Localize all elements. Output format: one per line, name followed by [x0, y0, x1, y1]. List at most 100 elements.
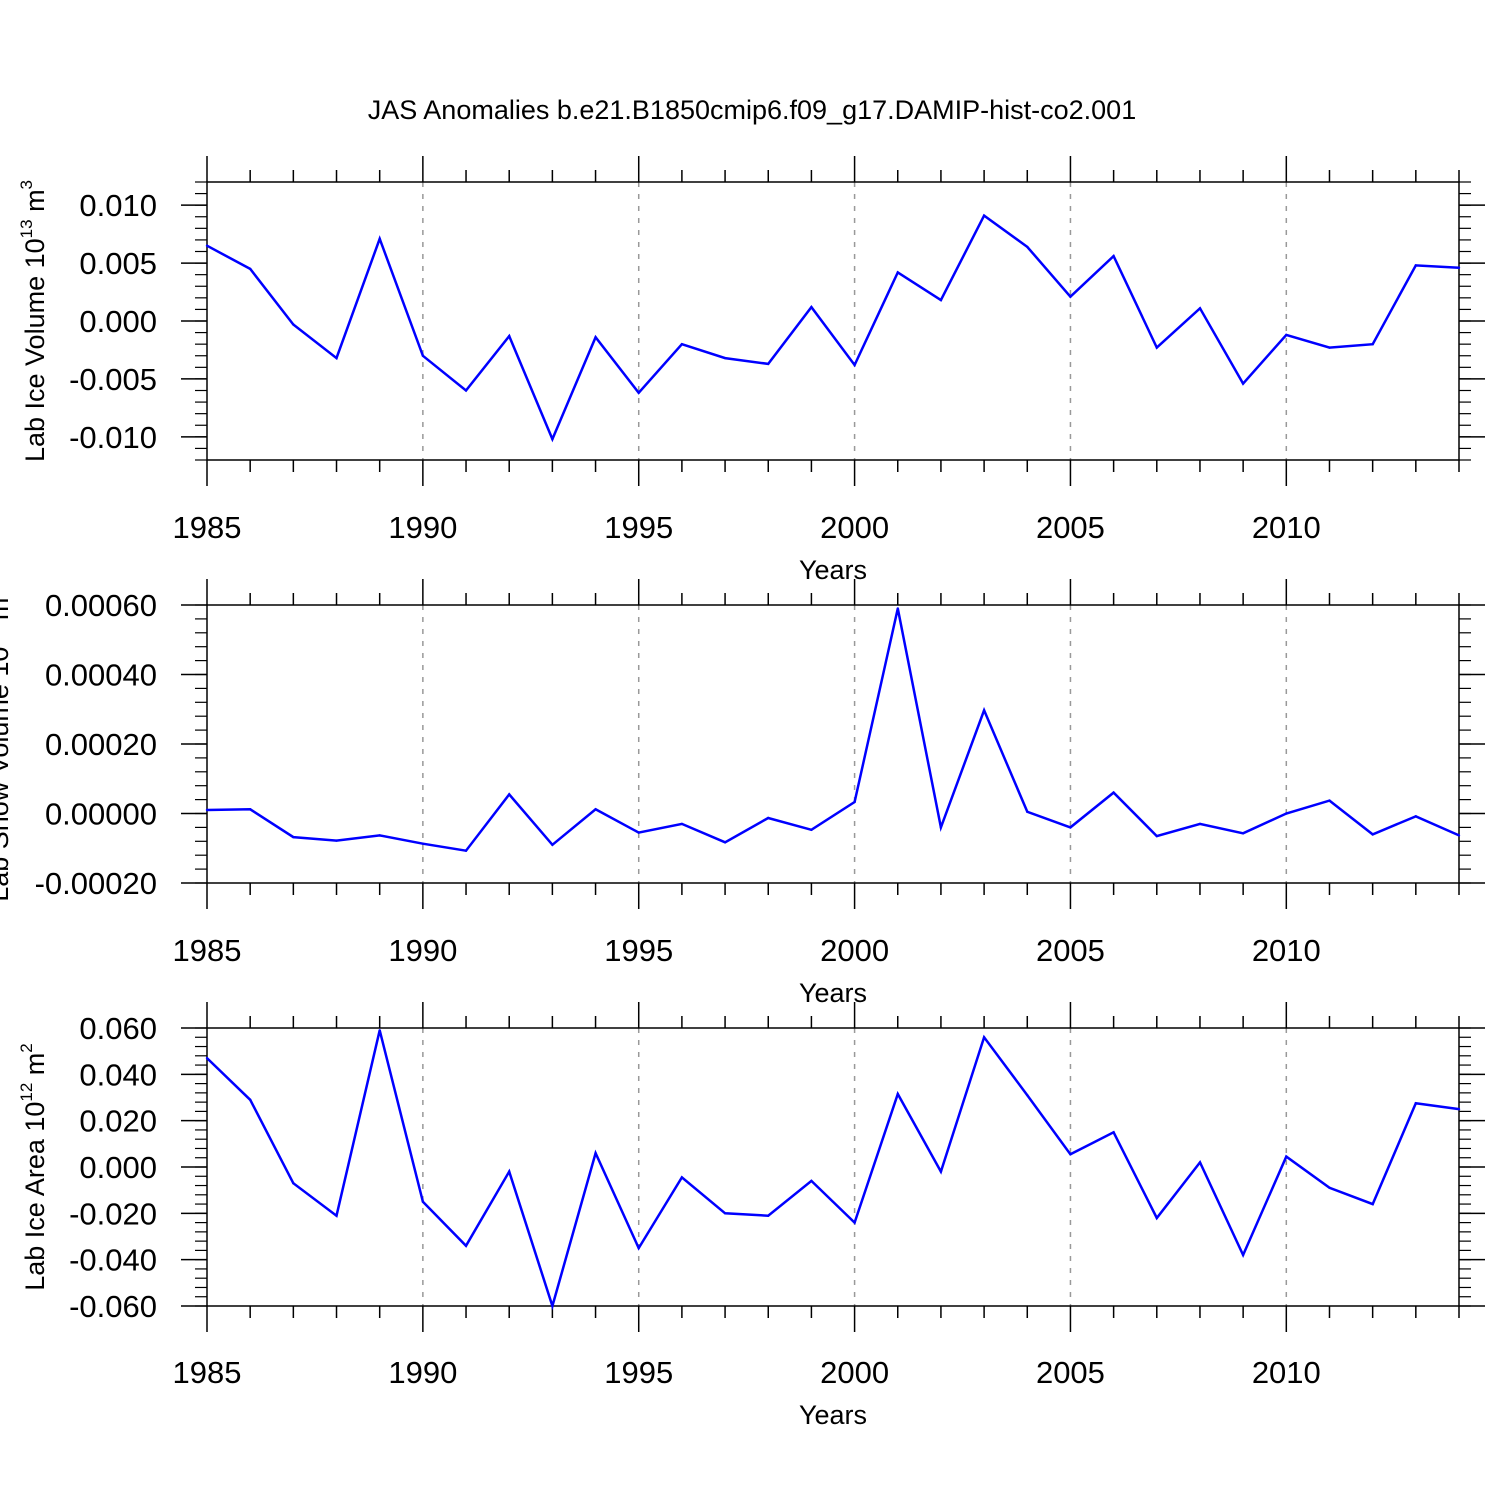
data-point [853, 363, 856, 367]
data-point [1198, 1161, 1202, 1164]
data-point [939, 298, 943, 302]
data-point [1285, 333, 1288, 337]
y-tick-label: 0.020 [79, 1104, 157, 1139]
x-tick-label: 1985 [173, 510, 242, 545]
data-point [551, 1304, 554, 1308]
data-point [637, 831, 640, 834]
y-tick-label: 0.040 [79, 1057, 157, 1092]
data-point [594, 1151, 597, 1155]
data-point [1155, 1216, 1159, 1220]
y-tick-label: 0.005 [79, 246, 157, 281]
data-point [205, 808, 209, 812]
data-point [1241, 382, 1245, 385]
data-point [249, 808, 252, 811]
y-axis-label-unit: m [20, 189, 50, 219]
data-point [939, 826, 943, 829]
data-point [1026, 1094, 1029, 1097]
data-point [1069, 295, 1072, 298]
series-line [206, 608, 1460, 853]
x-tick-label: 1995 [604, 1355, 673, 1390]
data-point [723, 841, 727, 844]
data-point [1371, 1202, 1374, 1206]
y-tick-label: 0.00040 [45, 658, 157, 693]
x-tick-label: 1995 [604, 933, 673, 968]
x-axis-label: Years [799, 1400, 867, 1430]
data-point [723, 1212, 727, 1215]
y-axis-label: Lab Ice Volume 1013 m3 [17, 180, 50, 462]
data-point [292, 835, 295, 839]
panel-snow-volume: Years Lab Snow Volume 1013 m3 1985 1990 19… [0, 579, 1485, 1008]
data-point [1457, 1107, 1461, 1111]
data-point [464, 389, 468, 392]
data-point [1457, 266, 1461, 269]
chart-title: JAS Anomalies b.e21.B1850cmip6.f09_g17.D… [368, 95, 1136, 125]
y-tick-label: 0.00060 [45, 588, 157, 623]
y-tick-label: 0.010 [79, 188, 157, 223]
data-point [810, 1179, 813, 1183]
data-point [594, 808, 597, 811]
y-tick-label: -0.005 [69, 362, 157, 397]
data-point [1414, 264, 1418, 267]
data-point [1457, 834, 1461, 837]
data-point [767, 362, 770, 366]
panel-ice-volume: Years Lab Ice Volume 1013 m3 1985 1990 199… [17, 156, 1485, 585]
data-point [1155, 834, 1159, 838]
y-tick-label: 0.000 [79, 1150, 157, 1185]
data-point [378, 834, 381, 837]
data-point [1328, 346, 1331, 349]
data-point [551, 437, 554, 441]
data-point [1241, 1253, 1245, 1257]
data-point [421, 1200, 425, 1204]
data-point [1285, 812, 1288, 815]
panel-ice-area: Years Lab Ice Area 1012 m2 1985 1990 1995 2… [17, 1002, 1485, 1430]
y-axis-label: Lab Ice Area 1012 m2 [17, 1043, 50, 1291]
data-point [292, 323, 295, 326]
plot-frame [206, 1027, 1460, 1307]
data-point [378, 237, 381, 240]
y-tick-label: 0.000 [79, 304, 157, 339]
data-point [1069, 826, 1072, 829]
data-point [551, 843, 554, 846]
y-axis-label: Lab Snow Volume 1013 m3 [0, 588, 14, 902]
x-tick-label: 1990 [388, 1355, 457, 1390]
data-point [680, 343, 684, 346]
y-tick-label: 0.00020 [45, 727, 157, 762]
y-tick-label: -0.010 [69, 420, 157, 455]
data-point [896, 607, 899, 610]
y-tick-label: 0.060 [79, 1011, 157, 1046]
data-point [1112, 1131, 1115, 1134]
x-tick-label: 1990 [388, 933, 457, 968]
data-point [1069, 1153, 1072, 1156]
data-point [853, 1221, 856, 1224]
data-point [1112, 254, 1115, 258]
plot-frame [206, 604, 1460, 884]
data-point [508, 793, 511, 796]
data-point [464, 1244, 468, 1248]
data-point [810, 305, 813, 309]
data-point [637, 1246, 640, 1250]
data-point [1414, 815, 1418, 818]
plot-frame [206, 181, 1460, 461]
data-point [464, 849, 468, 852]
x-tick-label: 1985 [173, 1355, 242, 1390]
data-point [767, 1214, 770, 1217]
series-line [206, 213, 1460, 443]
y-tick-label: 0.00000 [45, 797, 157, 832]
x-tick-label: 2005 [1036, 1355, 1105, 1390]
data-point [939, 1170, 943, 1173]
data-point [335, 839, 338, 842]
x-tick-label: 2005 [1036, 510, 1105, 545]
data-point [205, 1056, 209, 1060]
x-tick-label: 2000 [820, 933, 889, 968]
x-tick-label: 2010 [1252, 1355, 1321, 1390]
data-point [982, 709, 986, 712]
y-axis-label-main: Lab Ice Volume 10 [20, 238, 50, 462]
x-tick-label: 2010 [1252, 510, 1321, 545]
data-point [1198, 822, 1202, 826]
x-axis-label: Years [799, 555, 867, 585]
data-point [1026, 810, 1029, 813]
data-point [1155, 346, 1159, 349]
data-point [1371, 833, 1374, 836]
x-tick-label: 1995 [604, 510, 673, 545]
y-axis-label-unit: m [0, 598, 14, 628]
